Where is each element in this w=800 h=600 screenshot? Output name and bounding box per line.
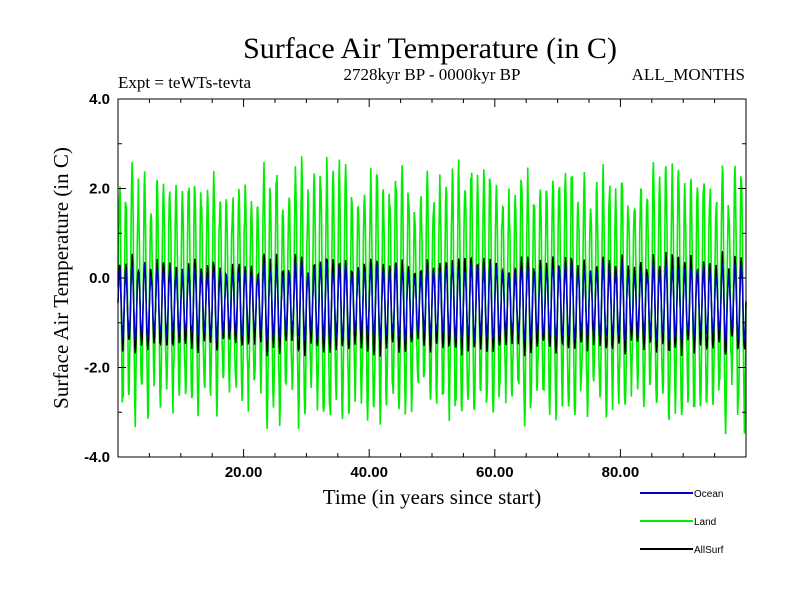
- series-line-ocean: [117, 260, 747, 341]
- x-tick-label: 80.00: [602, 464, 640, 481]
- y-tick-label: 0.0: [89, 270, 110, 287]
- y-tick-label: 4.0: [89, 91, 110, 108]
- y-axis-label: Surface Air Temperature (in C): [49, 147, 73, 409]
- y-tick-label: -4.0: [84, 449, 110, 466]
- legend-label-ocean: Ocean: [694, 489, 723, 500]
- x-tick-label: 20.00: [225, 464, 263, 481]
- legend: Ocean Land AllSurf: [640, 489, 724, 556]
- experiment-label: Expt = teWTs-tevta: [118, 73, 251, 92]
- y-axis-ticks: 4.0 2.0 0.0 -2.0 -4.0: [84, 91, 746, 466]
- legend-label-allsurf: AllSurf: [694, 545, 724, 556]
- y-tick-label: -2.0: [84, 360, 110, 377]
- series-layer: [117, 156, 747, 435]
- months-label: ALL_MONTHS: [632, 65, 745, 84]
- x-axis-label: Time (in years since start): [323, 485, 542, 509]
- x-tick-label: 40.00: [350, 464, 388, 481]
- x-tick-label: 60.00: [476, 464, 514, 481]
- y-tick-label: 2.0: [89, 181, 110, 198]
- time-range-label: 2728kyr BP - 0000kyr BP: [344, 65, 521, 84]
- plot-area: 20.00 40.00 60.00 80.00 4.0 2.0 0.0 -2.0 -4.0: [84, 91, 747, 481]
- chart-title: Surface Air Temperature (in C): [243, 32, 617, 65]
- x-axis-ticks: 20.00 40.00 60.00 80.00: [148, 99, 716, 481]
- legend-label-land: Land: [694, 517, 716, 528]
